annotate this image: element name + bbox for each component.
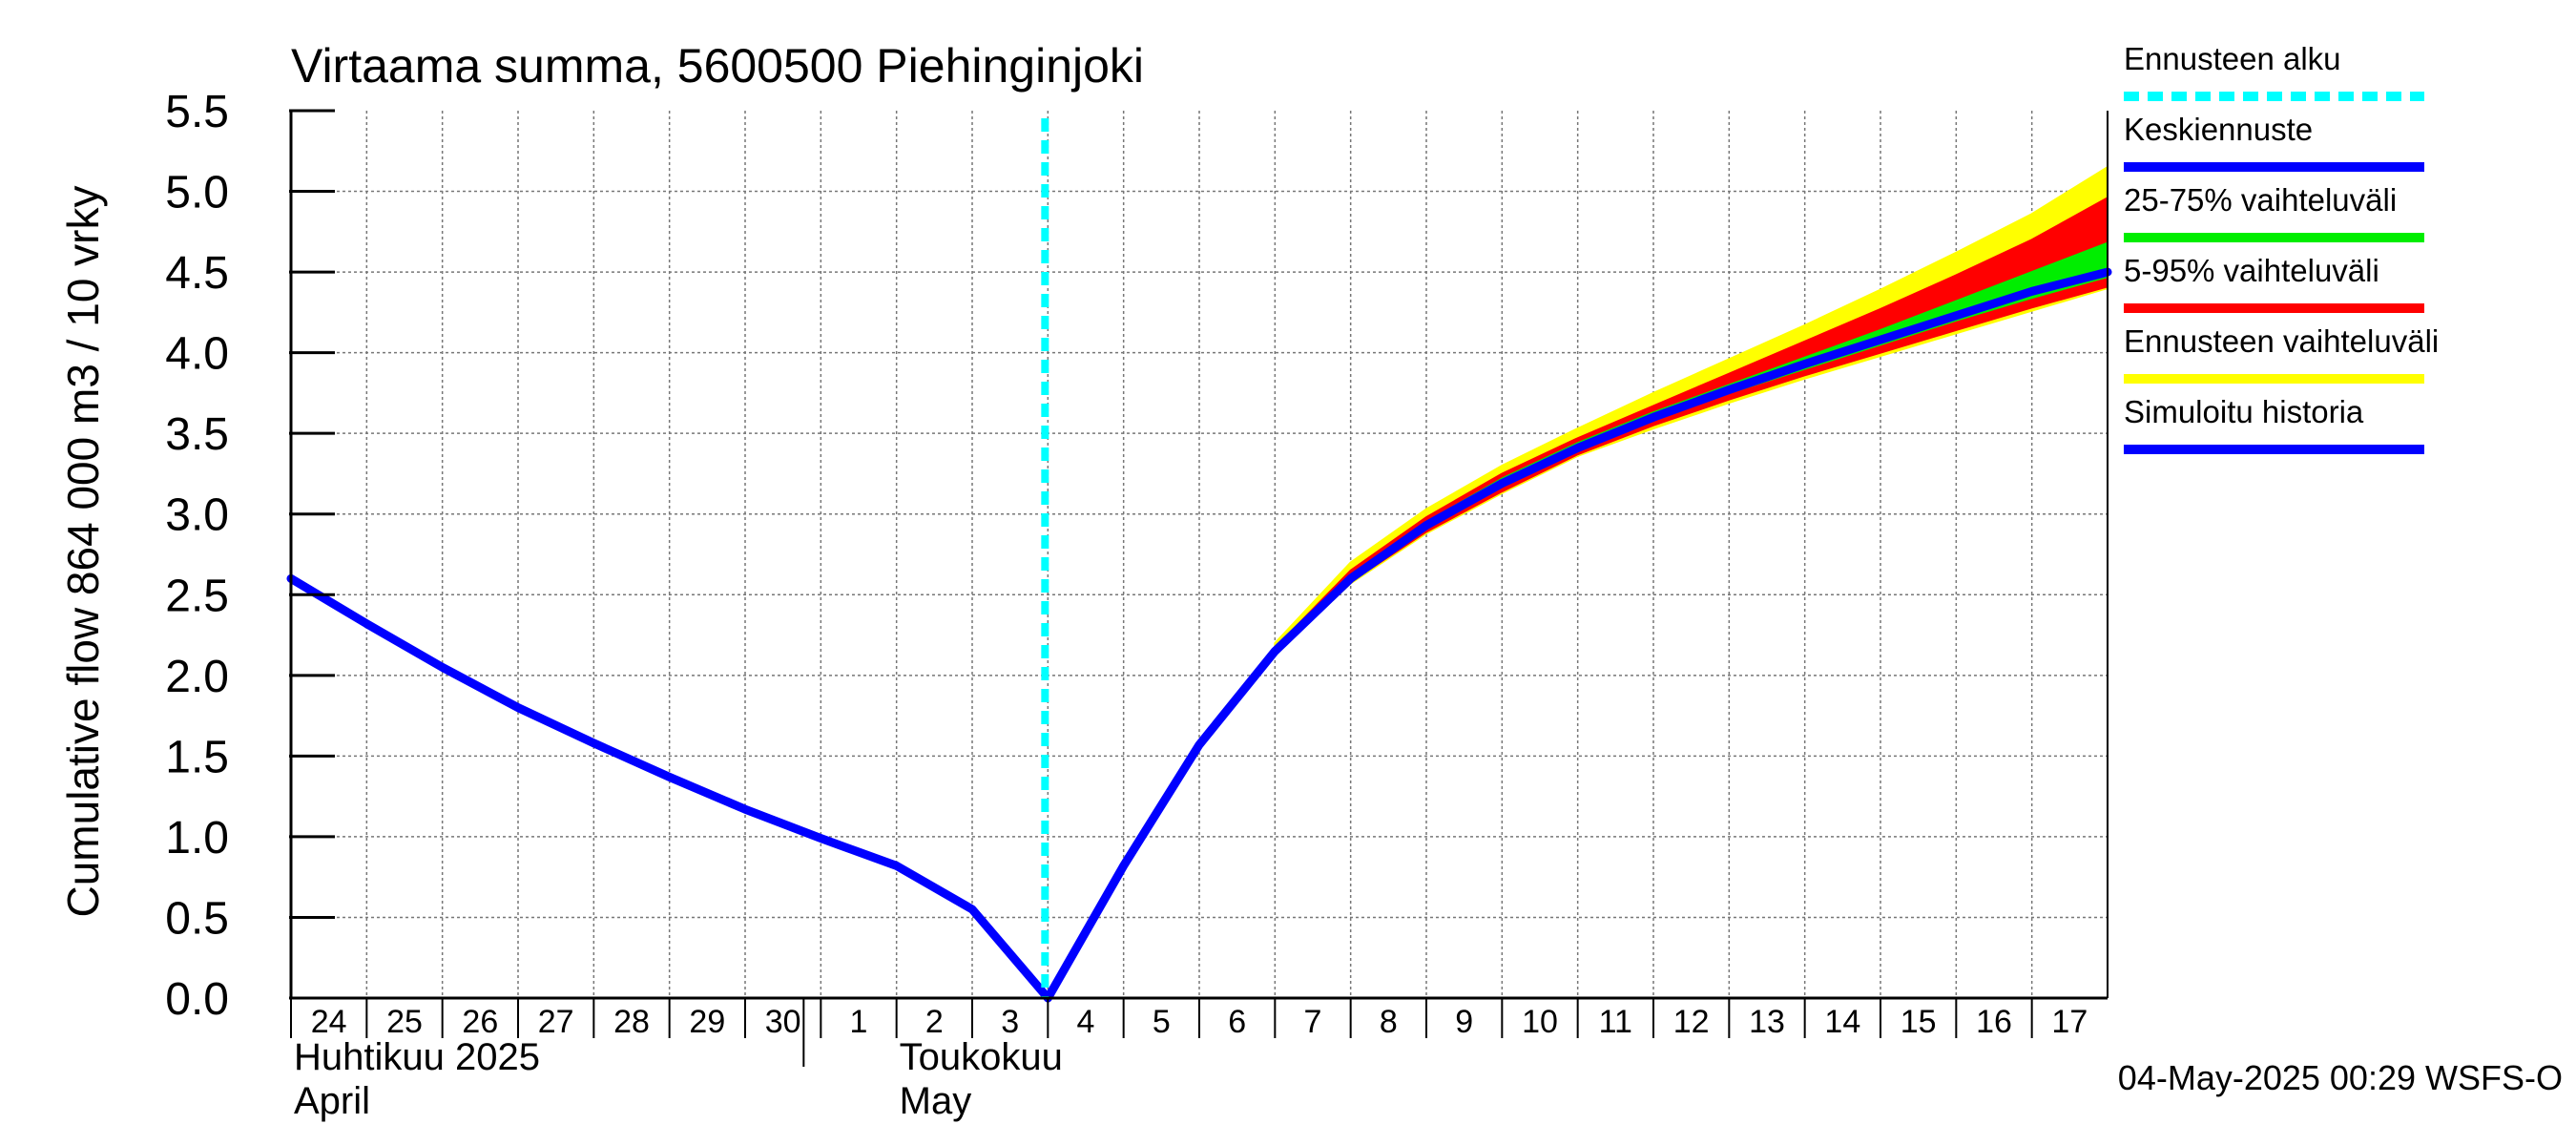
x-tick-label: 8 [1380,1004,1398,1040]
x-tick-label: 30 [765,1004,801,1040]
y-tick-label: 2.0 [165,652,229,702]
y-tick-label: 4.0 [165,329,229,380]
legend-ennusteen-alku-label: Ennusteen alku [2124,41,2341,76]
x-tick-label: 26 [462,1004,498,1040]
legend-keskiennuste-label: Keskiennuste [2124,112,2313,147]
y-axis: 0.0 0.5 1.0 1.5 2.0 2.5 3.0 3.5 4.0 4.5 5.0 5.5 [165,87,335,1025]
y-tick-label: 5.5 [165,87,229,137]
legend-5-95-vaihteluv-li-label: 5-95% vaihteluväli [2124,253,2379,288]
y-tick-label: 5.0 [165,168,229,219]
x-tick-label: 1 [850,1004,868,1040]
x-tick-label: 16 [1976,1004,2012,1040]
y-tick-label: 0.0 [165,974,229,1025]
legend-ennusteen-vaihteluv-li-label: Ennusteen vaihteluväli [2124,323,2439,359]
x-tick-label: 5 [1153,1004,1171,1040]
legend: Ennusteen alku Keskiennuste 25-75% vaihtel… [2124,41,2439,454]
month-label-english: May [900,1080,972,1122]
y-tick-label: 1.5 [165,732,229,782]
x-tick-label: 2 [925,1004,944,1040]
legend-25-75-vaihteluv-li-label: 25-75% vaihteluväli [2124,182,2397,218]
y-tick-label: 1.0 [165,813,229,864]
y-tick-label: 3.5 [165,409,229,460]
y-axis-label: Cumulative flow 864 000 m3 / 10 vrky [58,185,108,917]
x-tick-label: 28 [613,1004,650,1040]
x-tick-label: 7 [1304,1004,1322,1040]
x-tick-label: 12 [1673,1004,1710,1040]
x-tick-label: 25 [386,1004,423,1040]
month-label: Toukokuu [900,1036,1063,1078]
x-tick-label: 9 [1455,1004,1473,1040]
x-tick-label: 27 [538,1004,574,1040]
month-label: Huhtikuu 2025 [294,1036,540,1078]
x-tick-label: 3 [1001,1004,1019,1040]
chart-title: Virtaama summa, 5600500 Piehinginjoki [291,39,1144,93]
x-tick-label: 17 [2051,1004,2088,1040]
x-tick-label: 6 [1228,1004,1246,1040]
series-keskiennuste [1043,267,2112,1003]
x-tick-label: 14 [1824,1004,1860,1040]
y-tick-label: 2.5 [165,571,229,621]
x-tick-label: 24 [311,1004,347,1040]
grid [291,111,2108,998]
x-tick-label: 13 [1749,1004,1785,1040]
x-axis: 24 25 26 27 28 29 30 1 2 3 4 5 6 7 8 9 10 11 12 13 14 15 16 17H… [290,998,2088,1122]
x-tick-label: 29 [689,1004,725,1040]
y-tick-label: 3.0 [165,490,229,541]
x-tick-label: 11 [1599,1004,1632,1040]
x-tick-label: 10 [1522,1004,1558,1040]
legend-simuloitu-historia-label: Simuloitu historia [2124,394,2364,429]
x-tick-label: 15 [1901,1004,1937,1040]
y-tick-label: 4.5 [165,248,229,299]
x-tick-label: 4 [1077,1004,1095,1040]
series-simuloitu-historia [286,573,1052,1003]
y-tick-label: 0.5 [165,893,229,944]
month-label-english: April [294,1080,370,1122]
series-lines [286,267,2112,1003]
footer-timestamp: 04-May-2025 00:29 WSFS-O [2118,1058,2563,1097]
